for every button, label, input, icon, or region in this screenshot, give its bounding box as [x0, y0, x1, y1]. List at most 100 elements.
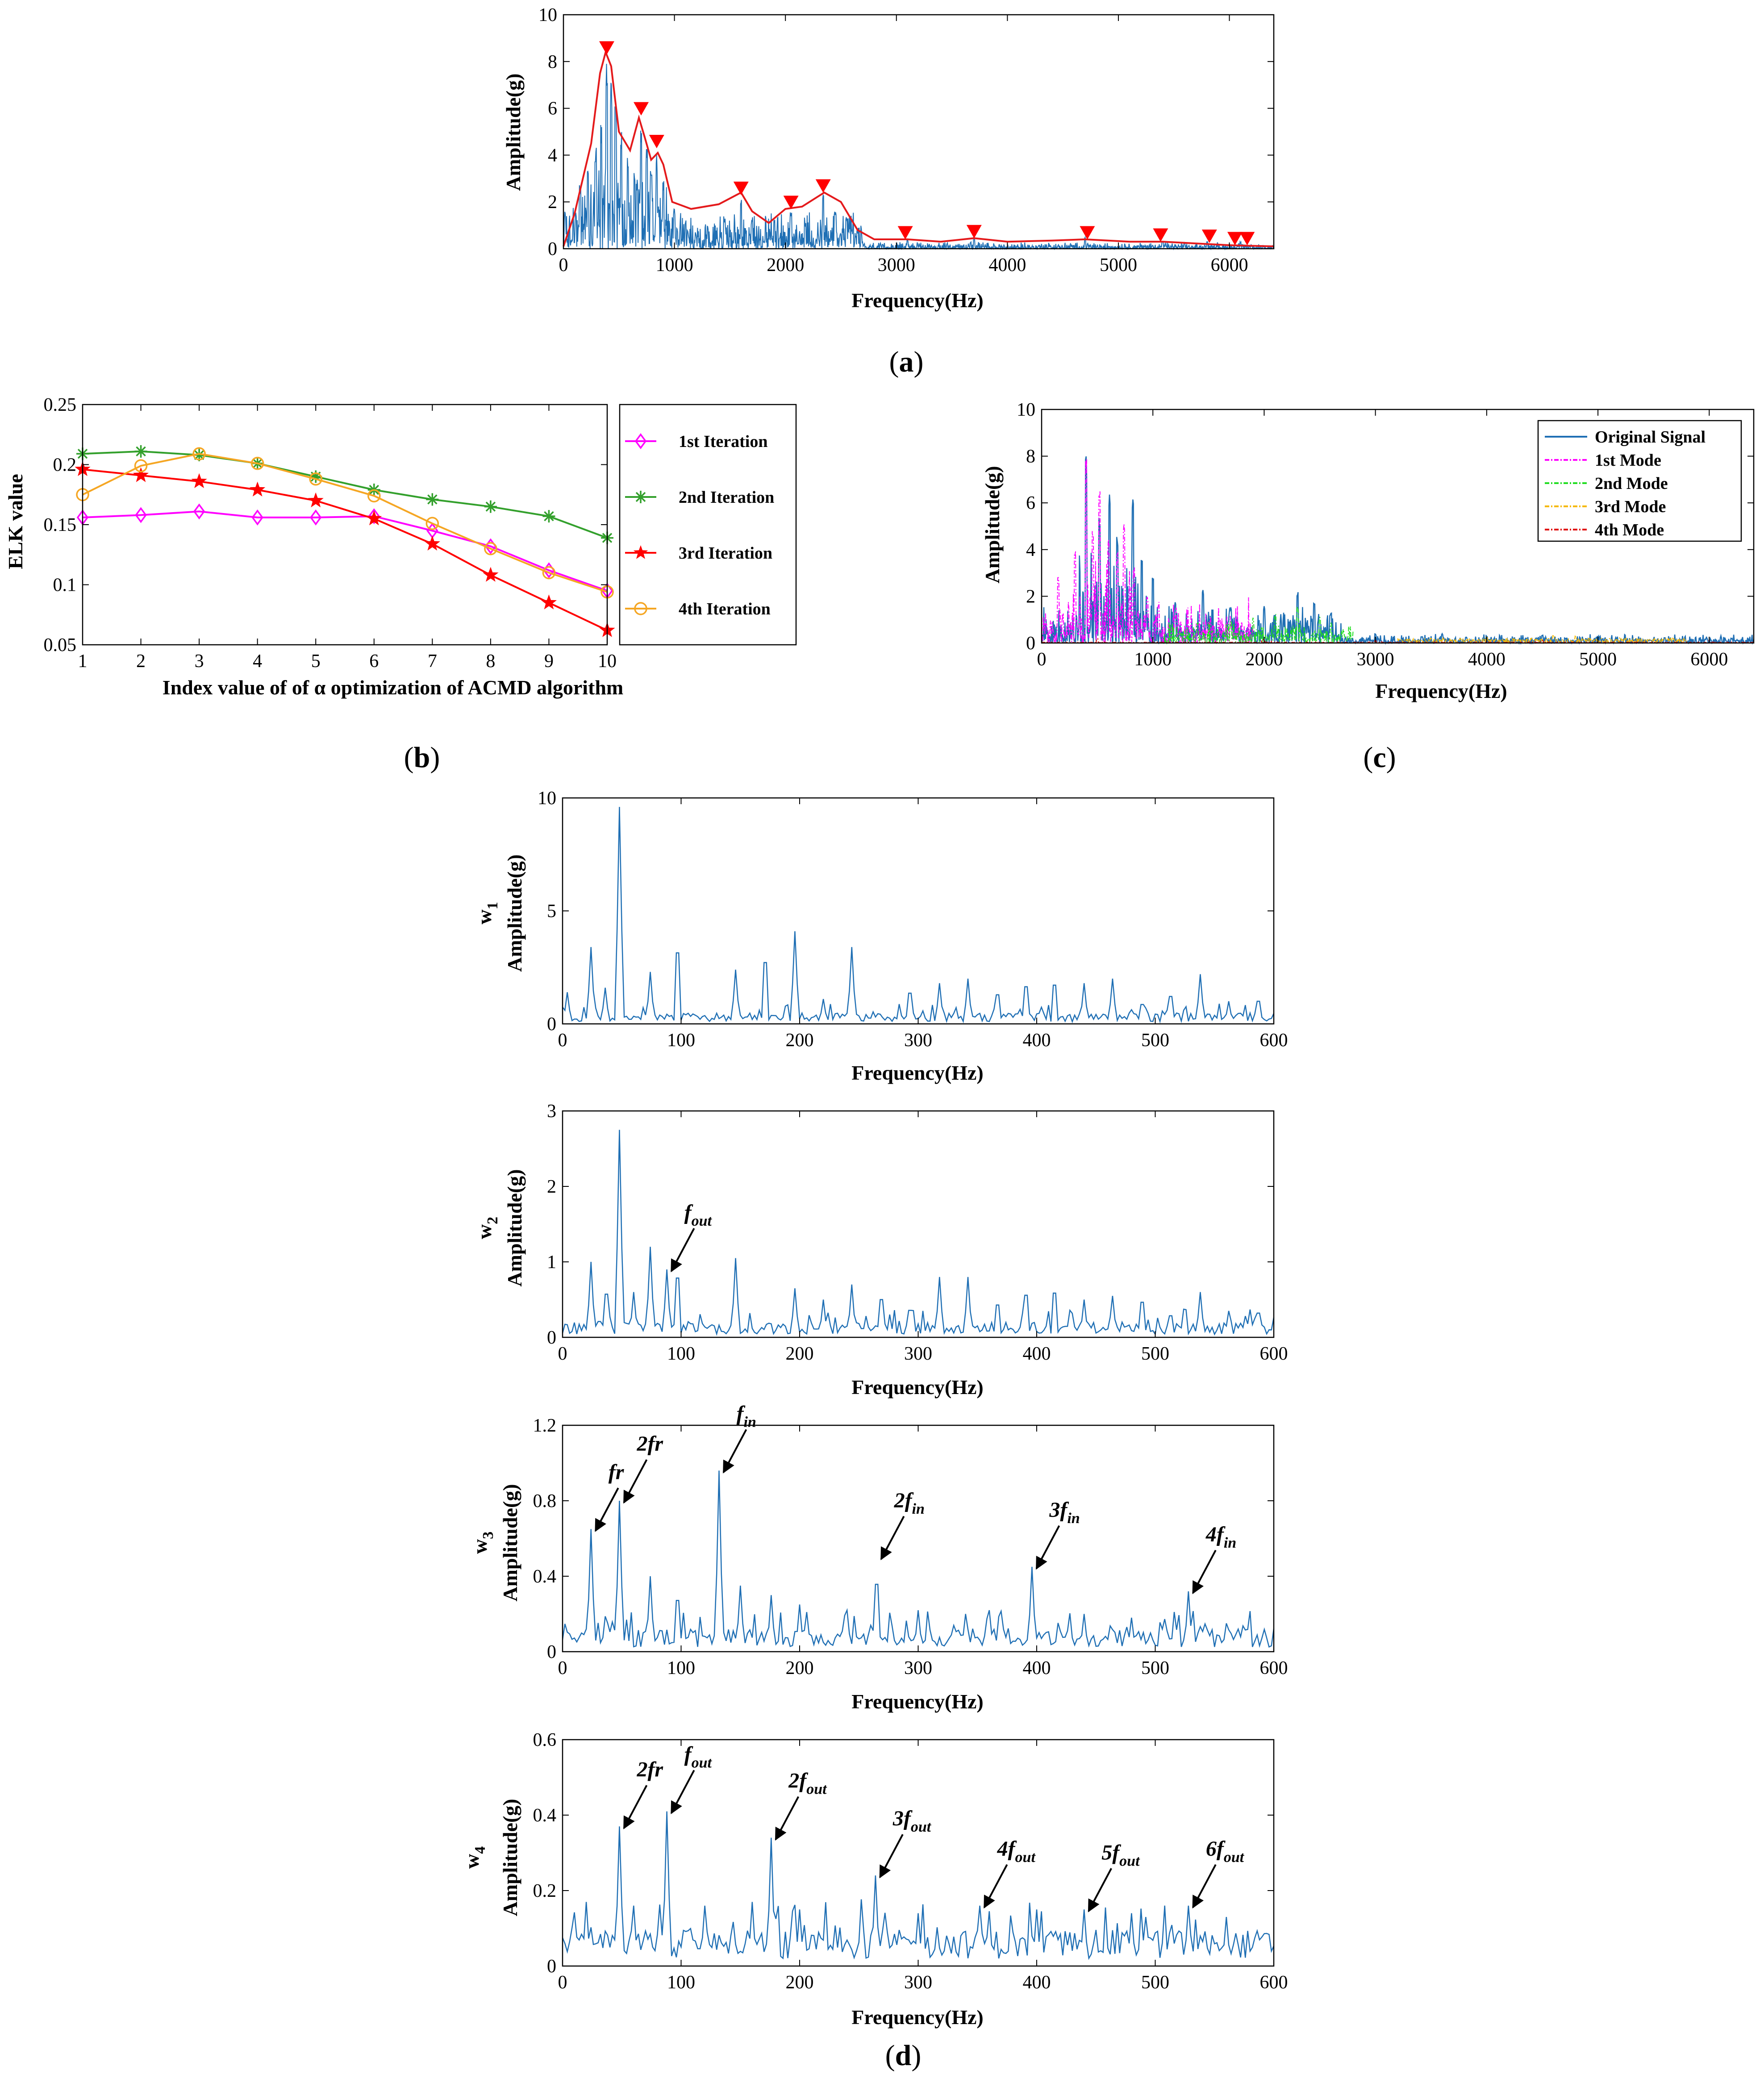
peak-marker [1080, 226, 1095, 240]
panel-c-caption: (c) [1363, 741, 1396, 774]
peak-marker [599, 41, 614, 55]
annotation-arrow [722, 1429, 747, 1474]
x-tick-label: 7 [428, 651, 437, 672]
peak-marker [733, 181, 749, 195]
spectrum-line [563, 63, 1274, 250]
series-marker [368, 508, 380, 525]
x-tick-label: 6 [369, 651, 379, 672]
series-line [82, 510, 608, 592]
legend-label: Original Signal [1595, 428, 1706, 447]
w1-ylabel: Amplitude(g) [503, 854, 526, 972]
x-tick-label: 3 [195, 651, 204, 672]
x-tick-label: 500 [1141, 1658, 1169, 1678]
annotation-arrow [623, 1785, 648, 1829]
x-tick-label: 200 [786, 1972, 814, 1993]
annotation-label: 2fr [636, 1758, 663, 1781]
w4-mode-label: w4 [460, 1846, 488, 1869]
series-line [1397, 634, 1688, 645]
x-tick-label: 3000 [878, 255, 915, 276]
x-tick-label: 3000 [1357, 649, 1394, 670]
annotation-label: 2fin [894, 1489, 925, 1517]
x-tick-label: 600 [1260, 1972, 1288, 1993]
y-tick-label: 8 [1026, 447, 1035, 467]
w4-ylabel: Amplitude(g) [499, 1799, 521, 1916]
plot-background [563, 1740, 1274, 1966]
series-marker [193, 503, 205, 520]
y-tick-label: 0.4 [533, 1566, 557, 1587]
annotation-arrow [623, 1459, 648, 1504]
x-tick-label: 1000 [1134, 649, 1172, 670]
x-tick-label: 5 [311, 651, 321, 672]
y-tick-label: 2 [548, 192, 557, 213]
x-tick-label: 0 [558, 1658, 567, 1678]
peak-marker [815, 179, 831, 193]
y-tick-label: 0.8 [533, 1491, 557, 1511]
annotation-arrow [1035, 1525, 1060, 1570]
axes-frame [1041, 409, 1755, 644]
annotation-label: fout [684, 1743, 713, 1771]
series-marker [191, 473, 207, 488]
annotation-label: 5fout [1101, 1841, 1140, 1869]
legend-marker [634, 602, 647, 615]
legend-marker [634, 433, 647, 449]
x-tick-label: 2000 [1245, 649, 1283, 670]
series-marker [308, 492, 324, 508]
panel-b-ylabel: ELK value [4, 474, 27, 569]
y-tick-label: 1.2 [533, 1415, 557, 1436]
plot-background [563, 15, 1274, 249]
panel-c-legend: Original Signal 1st Mode 2nd Mode 3rd Mode 4… [1537, 420, 1742, 542]
y-tick-label: 0.2 [53, 455, 77, 476]
w2-xlabel: Frequency(Hz) [851, 1376, 984, 1399]
series-marker [192, 447, 206, 461]
y-tick-label: 2 [547, 1177, 556, 1197]
x-tick-label: 400 [1023, 1972, 1051, 1993]
spectrum-line [562, 1811, 1275, 1960]
panel-a-spectrum-envelope: 0 1000 2000 3000 4000 5000 6000 0 2 4 6 8 10 Frequen… [502, 5, 1275, 378]
x-tick-label: 1000 [656, 255, 693, 276]
series-line [82, 450, 608, 539]
series-marker [483, 567, 499, 582]
annotation-arrow [775, 1796, 800, 1841]
w1-xlabel: Frequency(Hz) [851, 1061, 984, 1084]
y-tick-label: 0 [547, 1328, 556, 1348]
peak-marker [1201, 230, 1217, 243]
panel-b-caption: (b) [404, 741, 440, 774]
x-tick-label: 500 [1141, 1344, 1169, 1364]
x-tick-label: 300 [904, 1030, 932, 1051]
series-marker [133, 467, 149, 482]
panel-d-caption: (d) [885, 2039, 922, 2072]
peak-marker [783, 196, 799, 209]
y-tick-label: 0 [547, 1014, 556, 1035]
legend-label: 2nd Iteration [679, 488, 774, 507]
peak-marker [966, 225, 982, 238]
w2-ylabel: Amplitude(g) [503, 1169, 526, 1286]
series-marker [367, 489, 381, 503]
y-tick-label: 0.1 [53, 575, 77, 596]
x-tick-label: 5000 [1100, 255, 1137, 276]
peak-marker [649, 134, 664, 148]
peak-marker [1153, 228, 1168, 242]
x-tick-label: 500 [1141, 1972, 1169, 1993]
asterisk-stroke [485, 501, 496, 512]
x-tick-label: 300 [904, 1972, 932, 1993]
y-tick-label: 2 [1026, 586, 1035, 607]
x-tick-label: 300 [904, 1658, 932, 1678]
legend-label: 1st Iteration [679, 432, 767, 451]
x-tick-label: 0 [558, 1344, 567, 1364]
x-tick-label: 600 [1260, 1658, 1288, 1678]
legend-box [1537, 420, 1742, 542]
x-tick-label: 8 [486, 651, 495, 672]
x-tick-label: 4000 [988, 255, 1026, 276]
x-tick-label: 600 [1260, 1030, 1288, 1051]
y-tick-label: 3 [547, 1101, 556, 1122]
annotation-arrow [670, 1770, 695, 1815]
x-tick-label: 400 [1023, 1030, 1051, 1051]
x-tick-label: 9 [544, 651, 554, 672]
panel-c-ylabel: Amplitude(g) [981, 466, 1004, 583]
series-marker [484, 542, 497, 555]
y-tick-label: 4 [548, 145, 557, 166]
y-tick-label: 10 [1017, 400, 1035, 420]
series-line [82, 468, 608, 631]
series-line [1041, 458, 1254, 645]
spectrum-line [562, 1470, 1275, 1648]
